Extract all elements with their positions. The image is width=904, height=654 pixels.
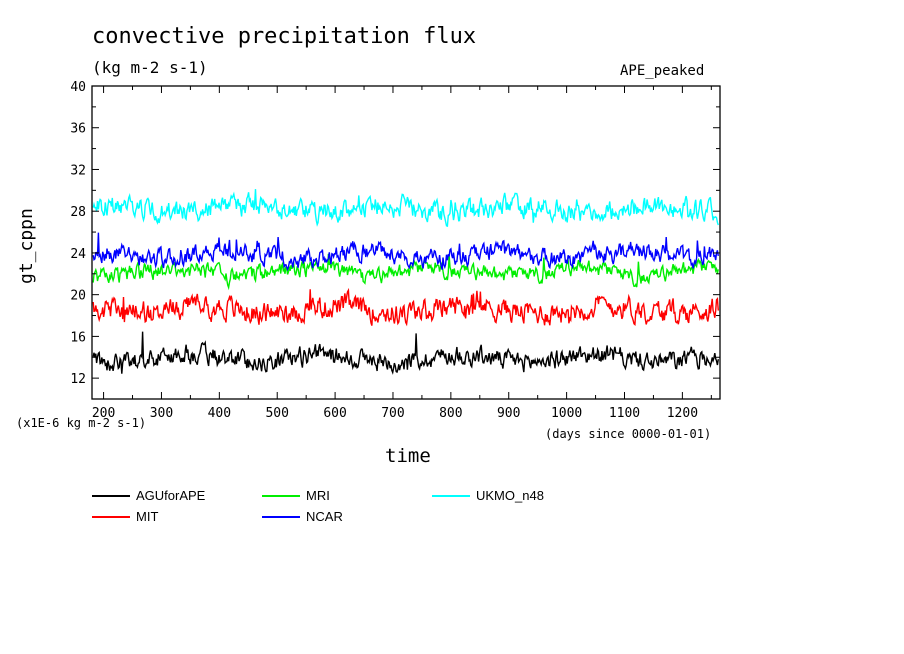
axes-layer xyxy=(91,85,721,400)
y-tick-label: 20 xyxy=(70,289,86,304)
y-tick-label: 36 xyxy=(70,122,86,137)
legend-line-AGUforAPE xyxy=(92,495,130,497)
chart-title: convective precipitation flux xyxy=(92,24,477,49)
series-line-UKMO_n48 xyxy=(92,189,719,228)
y-tick-label: 24 xyxy=(70,247,86,262)
x-tick-label: 1000 xyxy=(551,406,582,421)
x-tick-label: 200 xyxy=(92,406,115,421)
x-tick-label: 700 xyxy=(381,406,404,421)
plot-frame xyxy=(91,85,721,400)
legend-line-MIT xyxy=(92,516,130,518)
legend-label-UKMO_n48: UKMO_n48 xyxy=(476,488,544,503)
legend-label-MIT: MIT xyxy=(136,509,159,524)
x-tick-label: 300 xyxy=(150,406,173,421)
legend-label-MRI: MRI xyxy=(306,488,330,503)
x-axis-label: time xyxy=(385,445,431,467)
x-tick-label: 900 xyxy=(497,406,520,421)
series-line-MRI xyxy=(92,253,719,291)
chart-units: (kg m-2 s-1) xyxy=(92,58,208,77)
x-unit-note: (days since 0000-01-01) xyxy=(545,427,712,441)
experiment-tag: APE_peaked xyxy=(620,63,705,79)
legend-line-UKMO_n48 xyxy=(432,495,470,497)
y-tick-label: 32 xyxy=(70,163,86,178)
legend-line-MRI xyxy=(262,495,300,497)
y-scale-note: (x1E-6 kg m-2 s-1) xyxy=(16,416,147,430)
series-line-NCAR xyxy=(92,232,719,272)
legend-label-NCAR: NCAR xyxy=(306,509,343,524)
x-tick-label: 600 xyxy=(323,406,346,421)
x-tick-label: 500 xyxy=(265,406,288,421)
series-line-MIT xyxy=(92,287,719,327)
x-tick-label: 800 xyxy=(439,406,462,421)
x-tick-label: 1200 xyxy=(667,406,698,421)
legend-line-NCAR xyxy=(262,516,300,518)
x-tick-label: 1100 xyxy=(609,406,640,421)
x-tick-label: 400 xyxy=(208,406,231,421)
y-tick-label: 40 xyxy=(70,80,86,95)
y-tick-label: 28 xyxy=(70,205,86,220)
y-tick-label: 12 xyxy=(70,372,86,387)
series-line-AGUforAPE xyxy=(92,331,719,375)
tick-labels: 12 16 20 24 28 32 36 40 200 300 400 500 600 700 800 900… xyxy=(70,80,698,421)
series-layer xyxy=(92,189,719,375)
legend-label-AGUforAPE: AGUforAPE xyxy=(136,488,206,503)
y-tick-label: 16 xyxy=(70,330,86,345)
